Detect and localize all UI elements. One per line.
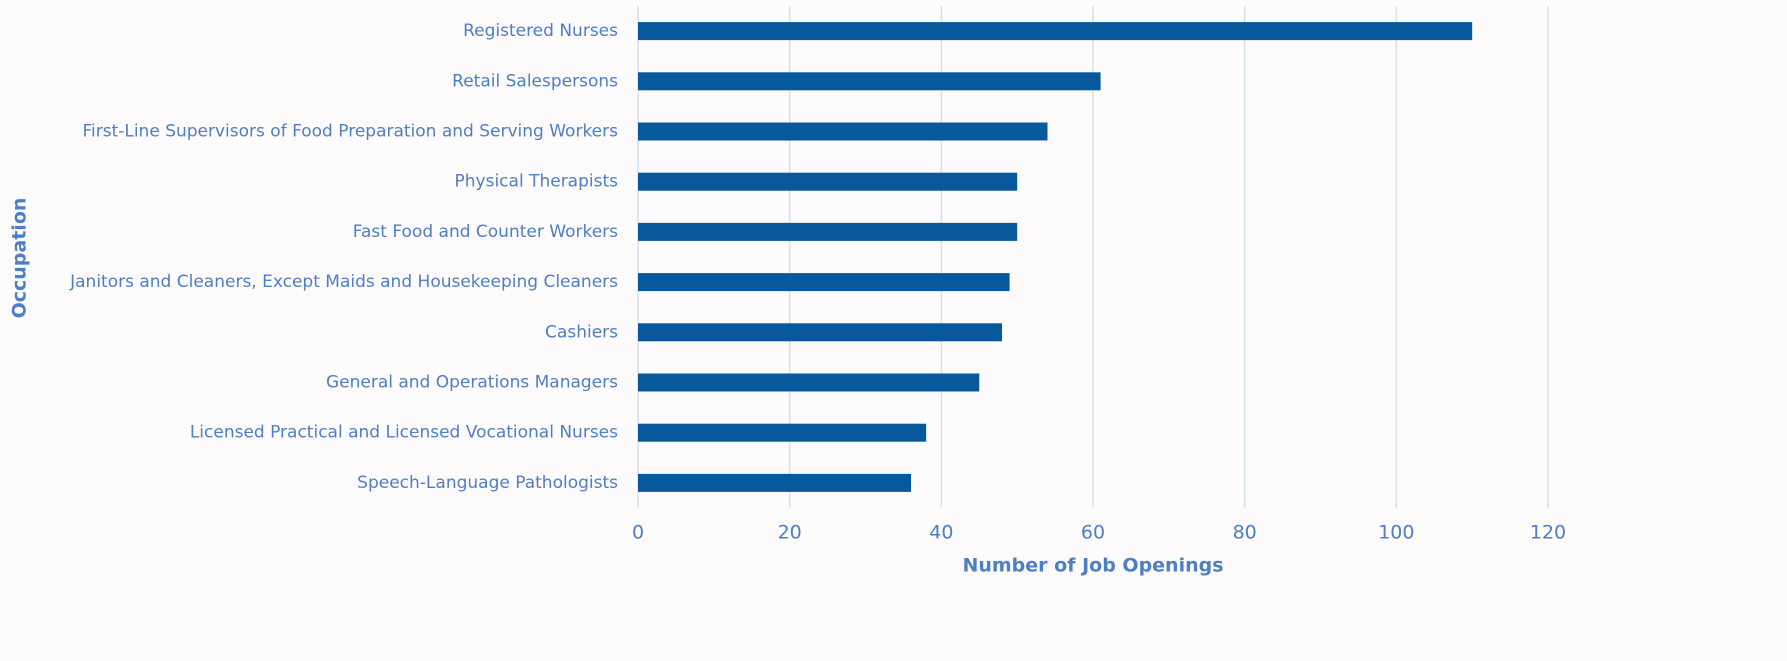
y-axis-title: Occupation: [9, 198, 31, 319]
x-tick-label: 60: [1081, 522, 1105, 544]
bar: [638, 273, 1010, 292]
bar: [638, 423, 927, 442]
y-tick-label: Retail Salespersons: [452, 71, 618, 91]
bar: [638, 323, 1002, 342]
y-tick-label: Fast Food and Counter Workers: [353, 222, 618, 242]
y-tick-label: Janitors and Cleaners, Except Maids and …: [69, 272, 618, 292]
x-tick-label: 80: [1233, 522, 1257, 544]
y-tick-label: Licensed Practical and Licensed Vocation…: [190, 423, 618, 443]
bar: [638, 72, 1101, 91]
bar: [638, 22, 1473, 41]
y-tick-label: Speech-Language Pathologists: [357, 473, 618, 493]
x-tick-label: 20: [778, 522, 802, 544]
bar: [638, 222, 1018, 241]
x-tick-label: 0: [632, 522, 644, 544]
y-tick-label: Cashiers: [545, 322, 618, 342]
x-tick-label: 40: [929, 522, 953, 544]
bar: [638, 373, 980, 392]
x-tick-label: 120: [1530, 522, 1566, 544]
y-tick-label: Physical Therapists: [455, 172, 619, 192]
y-tick-label: First-Line Supervisors of Food Preparati…: [82, 122, 618, 142]
bar: [638, 473, 911, 492]
y-tick-label: Registered Nurses: [463, 21, 618, 41]
x-tick-label: 100: [1378, 522, 1414, 544]
y-tick-label: General and Operations Managers: [326, 373, 618, 393]
bar: [638, 122, 1048, 141]
bar: [638, 172, 1018, 191]
x-axis-title: Number of Job Openings: [962, 555, 1223, 577]
